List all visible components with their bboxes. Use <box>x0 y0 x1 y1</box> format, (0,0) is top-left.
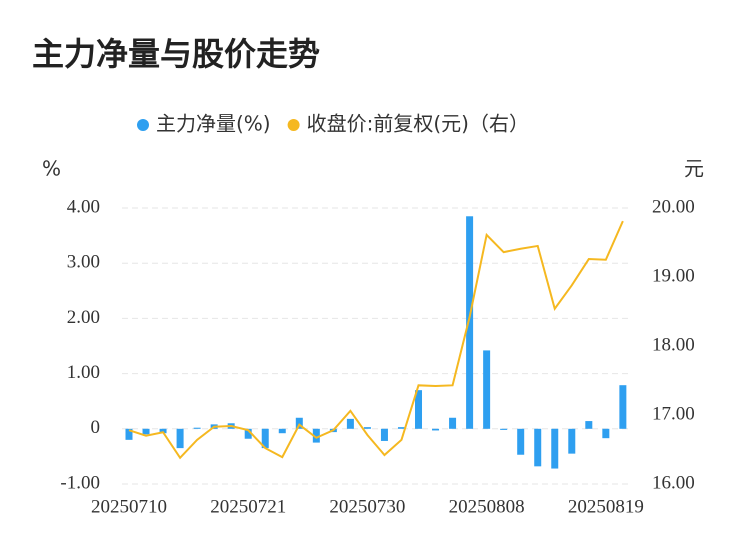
bar <box>568 428 576 454</box>
bar <box>261 428 269 449</box>
bar <box>619 385 627 429</box>
x-tick-label: 20250808 <box>449 496 525 517</box>
bar <box>500 428 508 430</box>
bar <box>244 428 252 439</box>
bar <box>432 428 440 431</box>
y-tick-label: 1.00 <box>67 362 100 383</box>
bar <box>585 421 593 429</box>
legend-marker <box>287 119 300 131</box>
bar <box>466 216 474 429</box>
legend-marker <box>137 119 149 131</box>
legend-label: 主力净量(%) <box>156 112 271 136</box>
x-tick-label: 20250710 <box>91 496 167 517</box>
bar <box>363 427 371 429</box>
y2-axis-label: 元 <box>684 157 704 181</box>
chart-title: 主力净量与股价走势 <box>32 35 320 73</box>
y-tick-label: 2.00 <box>67 307 100 328</box>
x-tick-label: 20250819 <box>568 496 644 517</box>
bar <box>380 428 388 441</box>
y-tick-label: -1.00 <box>60 472 100 493</box>
bar <box>312 428 320 443</box>
bar <box>346 418 354 429</box>
bar <box>193 427 201 429</box>
bar <box>483 350 491 429</box>
x-tick-label: 20250721 <box>210 496 286 517</box>
y2-tick-label: 18.00 <box>652 334 695 355</box>
bar <box>142 428 150 435</box>
y-axis-label: % <box>42 157 61 181</box>
bar <box>125 428 133 440</box>
bar <box>602 428 610 439</box>
bar <box>159 428 167 434</box>
bar <box>517 428 525 455</box>
y-tick-label: 0 <box>91 417 101 438</box>
bar <box>415 390 423 429</box>
line <box>128 220 624 460</box>
bar <box>551 428 559 469</box>
y2-tick-label: 16.00 <box>652 472 695 493</box>
bar <box>295 417 303 429</box>
bar <box>176 428 184 449</box>
bar <box>534 428 542 467</box>
bar <box>278 428 286 434</box>
x-tick-label: 20250730 <box>329 496 405 517</box>
y2-tick-label: 20.00 <box>652 196 695 217</box>
y-tick-label: 3.00 <box>67 252 100 273</box>
legend-label: 收盘价:前复权(元)（右） <box>307 112 529 136</box>
y-tick-label: 4.00 <box>67 196 100 217</box>
bar <box>397 427 405 429</box>
y2-tick-label: 19.00 <box>652 265 695 286</box>
y2-tick-label: 17.00 <box>652 403 695 424</box>
bar <box>449 417 457 429</box>
